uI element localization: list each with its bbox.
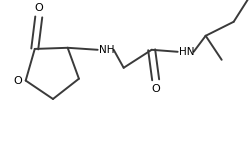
Text: HN: HN <box>178 47 194 57</box>
Text: O: O <box>34 3 43 13</box>
Text: O: O <box>151 84 160 94</box>
Text: O: O <box>13 76 22 86</box>
Text: NH: NH <box>99 45 114 55</box>
